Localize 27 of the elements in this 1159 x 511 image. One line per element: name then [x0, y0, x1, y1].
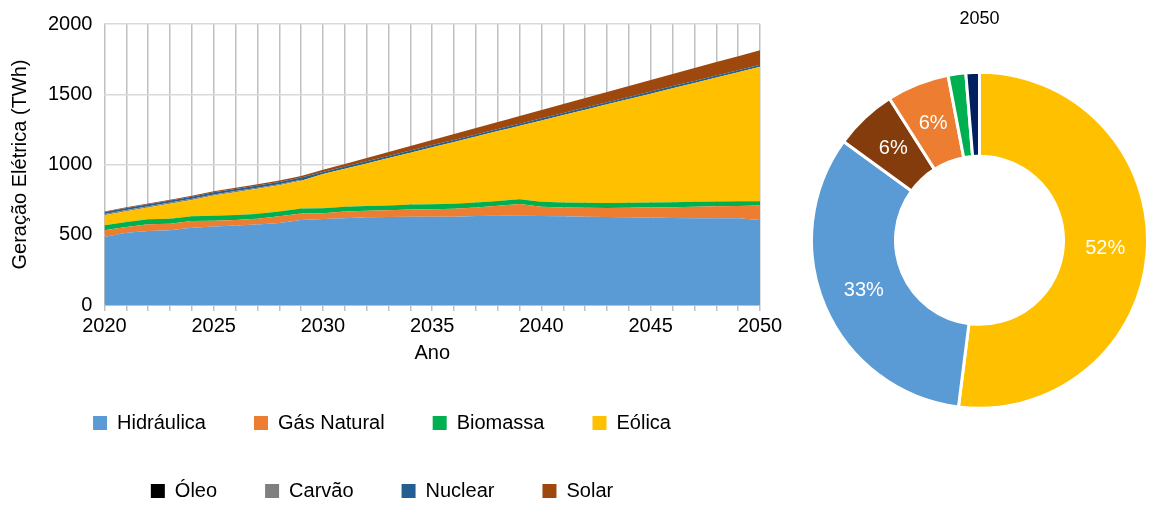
- legend-label: Carvão: [289, 478, 354, 501]
- legend-label: Solar: [566, 478, 614, 501]
- y-tick-label: 1500: [47, 81, 93, 104]
- y-tick-label: 0: [81, 292, 93, 315]
- y-tick-label: 500: [59, 222, 93, 245]
- legend-label: Hidráulica: [117, 410, 207, 433]
- x-tick-label: 2050: [737, 313, 783, 336]
- legend-label: Nuclear: [425, 478, 495, 501]
- x-tick-label: 2025: [191, 313, 236, 336]
- chart-title: 2050: [959, 7, 1000, 28]
- x-axis-title: Ano: [414, 340, 451, 363]
- x-tick-label: 2035: [410, 313, 455, 336]
- legend-label: Biomassa: [456, 410, 546, 433]
- x-tick-label: 2020: [82, 313, 127, 336]
- data-label: 6%: [878, 135, 908, 158]
- y-axis-title: Geração Elétrica (TWh): [7, 59, 30, 270]
- y-tick-label: 2000: [47, 11, 93, 34]
- legend-label: Gás Natural: [277, 410, 385, 433]
- x-tick-label: 2045: [628, 313, 673, 336]
- data-label: 6%: [918, 110, 948, 133]
- legend-label: Óleo: [174, 478, 218, 501]
- x-tick-label: 2040: [519, 313, 564, 336]
- x-tick-label: 2030: [300, 313, 346, 336]
- data-label: 52%: [1085, 235, 1126, 258]
- legend-label: Eólica: [616, 410, 672, 433]
- y-tick-label: 1000: [47, 152, 93, 175]
- data-label: 33%: [843, 277, 885, 300]
